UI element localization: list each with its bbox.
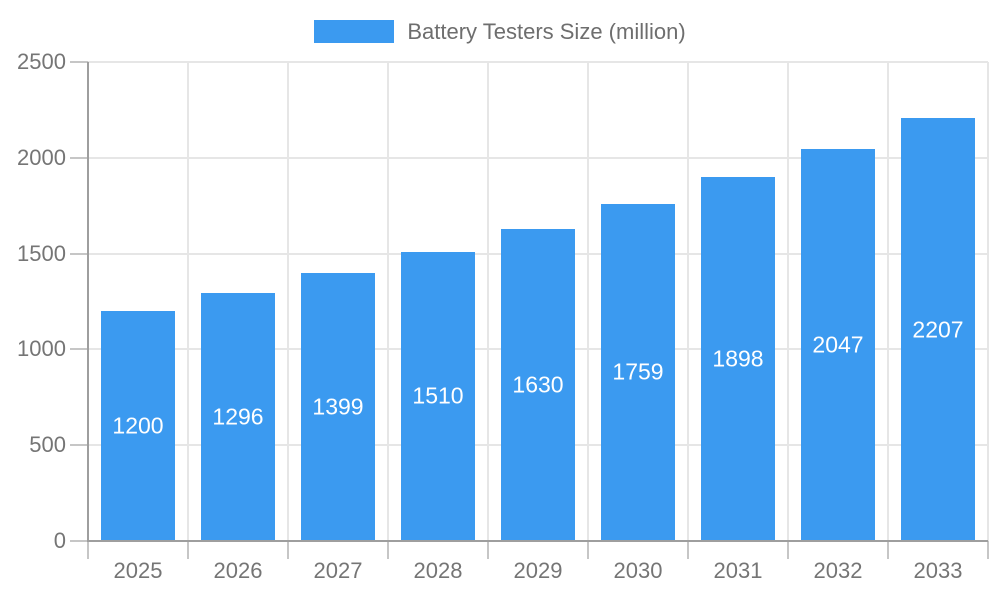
x-axis-tick bbox=[887, 541, 889, 559]
x-axis-tick-label: 2033 bbox=[913, 558, 963, 583]
x-axis-line bbox=[87, 540, 988, 542]
x-axis-tick-label: 2026 bbox=[213, 558, 263, 583]
bar-2030[interactable]: 1759 bbox=[601, 203, 675, 541]
gridline-horizontal bbox=[88, 156, 988, 159]
x-axis-tick-label: 2029 bbox=[513, 558, 563, 583]
y-axis-tick bbox=[70, 252, 88, 255]
y-axis-tick-label: 2500 bbox=[17, 49, 66, 74]
x-axis-tick-label: 2032 bbox=[813, 558, 863, 583]
bar-2033[interactable]: 2207 bbox=[901, 118, 975, 541]
x-axis-tick bbox=[487, 541, 489, 559]
legend-swatch bbox=[314, 20, 395, 43]
gridline-vertical bbox=[987, 62, 989, 541]
x-axis-tick bbox=[787, 541, 789, 559]
bar-value-label: 1759 bbox=[612, 358, 664, 385]
bar-2025[interactable]: 1200 bbox=[101, 311, 175, 541]
gridline-vertical bbox=[687, 62, 689, 541]
bar-value-label: 1630 bbox=[512, 371, 564, 398]
bar-2027[interactable]: 1399 bbox=[301, 272, 375, 541]
gridline-vertical bbox=[487, 62, 489, 541]
bar-value-label: 2047 bbox=[812, 331, 864, 358]
gridline-vertical bbox=[587, 62, 589, 541]
bar-value-label: 1510 bbox=[412, 382, 464, 409]
y-axis-tick-label: 500 bbox=[29, 432, 66, 458]
x-axis-tick-label: 2028 bbox=[413, 558, 463, 583]
y-axis-tick-label: 0 bbox=[53, 528, 66, 553]
gridline-vertical bbox=[787, 62, 789, 541]
bar-2032[interactable]: 2047 bbox=[801, 148, 875, 541]
x-axis-tick bbox=[687, 541, 689, 559]
bar-2031[interactable]: 1898 bbox=[701, 177, 775, 541]
bar-value-label: 1898 bbox=[712, 345, 764, 372]
gridline-vertical bbox=[287, 62, 289, 541]
bar-value-label: 2207 bbox=[912, 316, 964, 343]
x-axis-tick-label: 2025 bbox=[113, 558, 163, 583]
x-axis-tick-label: 2030 bbox=[613, 558, 663, 583]
gridline-vertical bbox=[387, 62, 389, 541]
y-axis-tick bbox=[70, 61, 88, 63]
y-axis-tick bbox=[70, 444, 88, 447]
x-axis-tick bbox=[287, 541, 289, 559]
legend-item[interactable]: Battery Testers Size (million) bbox=[0, 19, 1000, 44]
bar-2029[interactable]: 1630 bbox=[501, 228, 575, 541]
x-axis-tick bbox=[587, 541, 589, 559]
bar-value-label: 1399 bbox=[312, 393, 364, 420]
bar-2026[interactable]: 1296 bbox=[201, 292, 275, 541]
bar-value-label: 1200 bbox=[112, 412, 164, 439]
y-axis-tick-label: 2000 bbox=[17, 144, 66, 170]
x-axis-tick-label: 2031 bbox=[713, 558, 763, 583]
x-axis-tick bbox=[187, 541, 189, 559]
y-axis-line bbox=[87, 62, 89, 542]
x-axis-tick bbox=[387, 541, 389, 559]
y-axis-tick-label: 1000 bbox=[17, 336, 66, 362]
legend-label: Battery Testers Size (million) bbox=[407, 19, 686, 44]
y-axis-tick-label: 1500 bbox=[17, 240, 66, 266]
bar-2028[interactable]: 1510 bbox=[401, 251, 475, 541]
x-axis-tick-label: 2027 bbox=[313, 558, 363, 583]
y-axis-tick bbox=[70, 348, 88, 351]
bar-value-label: 1296 bbox=[212, 403, 264, 430]
y-axis-tick bbox=[70, 540, 88, 542]
y-axis-tick bbox=[70, 156, 88, 159]
gridline-vertical bbox=[187, 62, 189, 541]
gridline-vertical bbox=[887, 62, 889, 541]
x-axis-tick bbox=[987, 541, 989, 559]
gridline-horizontal bbox=[88, 61, 988, 63]
x-axis-tick bbox=[87, 541, 89, 559]
